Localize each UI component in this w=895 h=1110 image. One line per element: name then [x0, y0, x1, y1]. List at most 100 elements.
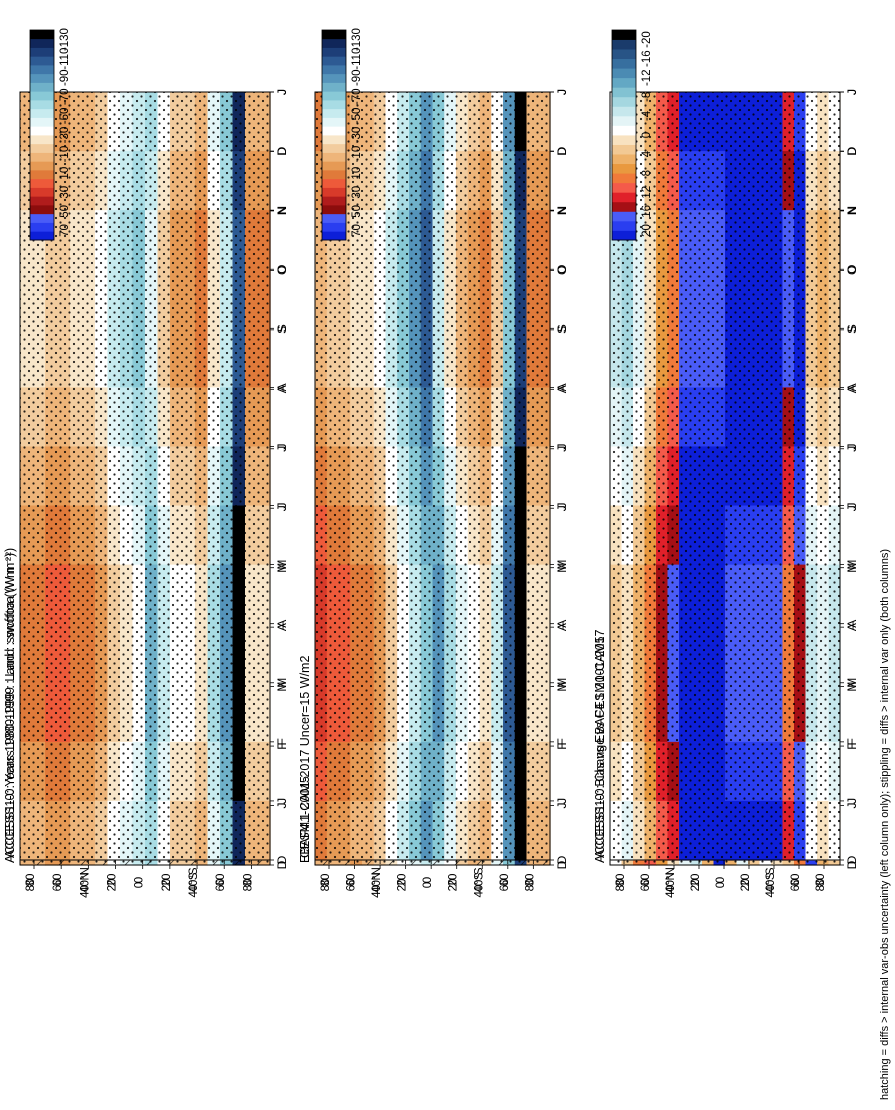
- month-tick-label: N: [555, 207, 569, 216]
- month-tick-label: S: [845, 326, 859, 334]
- colorbar-label: -110: [59, 48, 71, 70]
- lat-tick-label: 0: [134, 877, 146, 883]
- lat-tick-label: 40°S: [765, 872, 777, 897]
- month-tick-label: O: [275, 265, 289, 274]
- colorbar-swatch: [30, 65, 54, 75]
- month-tick-label: A: [555, 623, 569, 631]
- colorbar-swatch: [322, 178, 346, 188]
- colorbar-swatch: [30, 231, 54, 241]
- colorbar-label: -50: [351, 108, 363, 125]
- colorbar-swatch: [30, 143, 54, 153]
- lat-tick-label: 60: [52, 879, 64, 892]
- colorbar-swatch: [322, 91, 346, 101]
- month-tick-label: S: [275, 324, 289, 332]
- month-tick-label: M: [275, 682, 289, 692]
- month-tick-label: D: [845, 146, 859, 155]
- lat-tick-label: 20: [448, 874, 460, 887]
- colorbar-swatch: [322, 108, 346, 118]
- lat-tick-label: 80: [615, 874, 627, 887]
- month-tick-label: J: [275, 89, 289, 95]
- colorbar-label: -30: [59, 127, 71, 144]
- colorbar-label: -70: [59, 89, 71, 106]
- lat-tick-label: 60: [499, 874, 511, 887]
- month-tick-label: A: [555, 383, 569, 391]
- month-tick-label: A: [845, 620, 859, 628]
- colorbar-swatch: [30, 178, 54, 188]
- colorbar-swatch: [612, 163, 636, 174]
- colorbar-swatch: [322, 205, 346, 215]
- lat-tick-label: 20: [448, 879, 460, 892]
- month-tick-label: A: [845, 623, 859, 631]
- month-tick-label: J: [275, 798, 289, 804]
- lat-tick-label: 20: [161, 874, 173, 887]
- lat-tick-label: 40°N: [371, 867, 383, 893]
- month-tick-label: D: [845, 147, 859, 156]
- month-tick-label: F: [275, 742, 289, 749]
- colorbar-label: 10: [59, 167, 71, 180]
- colorbar-label: 4: [641, 150, 653, 157]
- colorbar-swatch: [612, 154, 636, 165]
- month-tick-label: D: [275, 855, 289, 864]
- month-tick-label: D: [275, 860, 289, 869]
- colorbar-label: 20: [641, 224, 653, 237]
- month-tick-label: J: [555, 443, 569, 449]
- colorbar-label: 50: [59, 205, 71, 218]
- colorbar-swatch: [612, 68, 636, 79]
- colorbar-label: 30: [59, 186, 71, 199]
- colorbar-swatch: [30, 170, 54, 180]
- month-tick-label: D: [275, 146, 289, 155]
- colorbar-label: 0: [641, 132, 653, 138]
- month-tick-label: S: [275, 326, 289, 334]
- month-tick-label: N: [275, 206, 289, 215]
- colorbar-label: 10: [351, 167, 363, 180]
- month-tick-label: M: [555, 560, 569, 570]
- colorbar-swatch: [30, 47, 54, 57]
- colorbar-swatch: [322, 170, 346, 180]
- colorbar-swatch: [612, 30, 636, 40]
- colorbar-swatch: [322, 30, 346, 40]
- panel-frame: [19, 91, 271, 861]
- colorbar-swatch: [30, 161, 54, 171]
- lat-tick-label: 80: [320, 874, 332, 887]
- month-tick-label: A: [845, 383, 859, 391]
- month-tick-label: M: [555, 678, 569, 688]
- lat-tick-label: 20: [740, 874, 752, 887]
- lat-tick-label: 20: [690, 879, 702, 892]
- month-tick-label: M: [275, 563, 289, 573]
- colorbar-swatch: [322, 231, 346, 241]
- colorbar-label: -16: [641, 50, 653, 67]
- month-tick-label: O: [555, 265, 569, 274]
- lat-tick-label: 40°S: [188, 872, 200, 897]
- month-tick-label: J: [275, 446, 289, 452]
- lat-tick-label: 80: [25, 874, 37, 887]
- month-tick-label: D: [555, 860, 569, 869]
- month-tick-label: M: [845, 682, 859, 692]
- month-tick-label: J: [845, 803, 859, 809]
- colorbar-frame: [611, 29, 637, 241]
- month-tick-label: A: [275, 383, 289, 391]
- lat-tick-label: 40°S: [765, 867, 777, 892]
- month-tick-label: D: [555, 146, 569, 155]
- colorbar-label: -12: [641, 69, 653, 86]
- colorbar-label: -110: [351, 48, 363, 70]
- lat-tick-label: 20: [161, 879, 173, 892]
- month-tick-label: M: [845, 678, 859, 688]
- lat-tick-label: 80: [242, 874, 254, 887]
- colorbar-swatch: [30, 187, 54, 197]
- colorbar-swatch: [612, 115, 636, 126]
- colorbar-swatch: [30, 100, 54, 110]
- colorbar: 20 16 12 8 4 0 -4 -8 -12 -16 -20: [611, 29, 653, 241]
- lat-tick-label: 40°N: [665, 867, 677, 893]
- figure-note: hatching = diffs > internal var-obs unce…: [879, 549, 891, 1100]
- panel-title: ACCESS1-0: Change vs CESM1-CAM5: [593, 636, 607, 858]
- month-tick-label: O: [845, 266, 859, 275]
- lat-tick-label: 80: [524, 874, 536, 887]
- month-tick-label: F: [845, 738, 859, 745]
- colorbar-swatch: [30, 91, 54, 101]
- colorbar-label: 8: [641, 170, 653, 176]
- stippling: [20, 92, 270, 860]
- colorbar-swatch: [612, 220, 636, 231]
- colorbar-swatch: [322, 126, 346, 136]
- colorbar-swatch: [612, 211, 636, 222]
- colorbar-label: 70: [351, 224, 363, 237]
